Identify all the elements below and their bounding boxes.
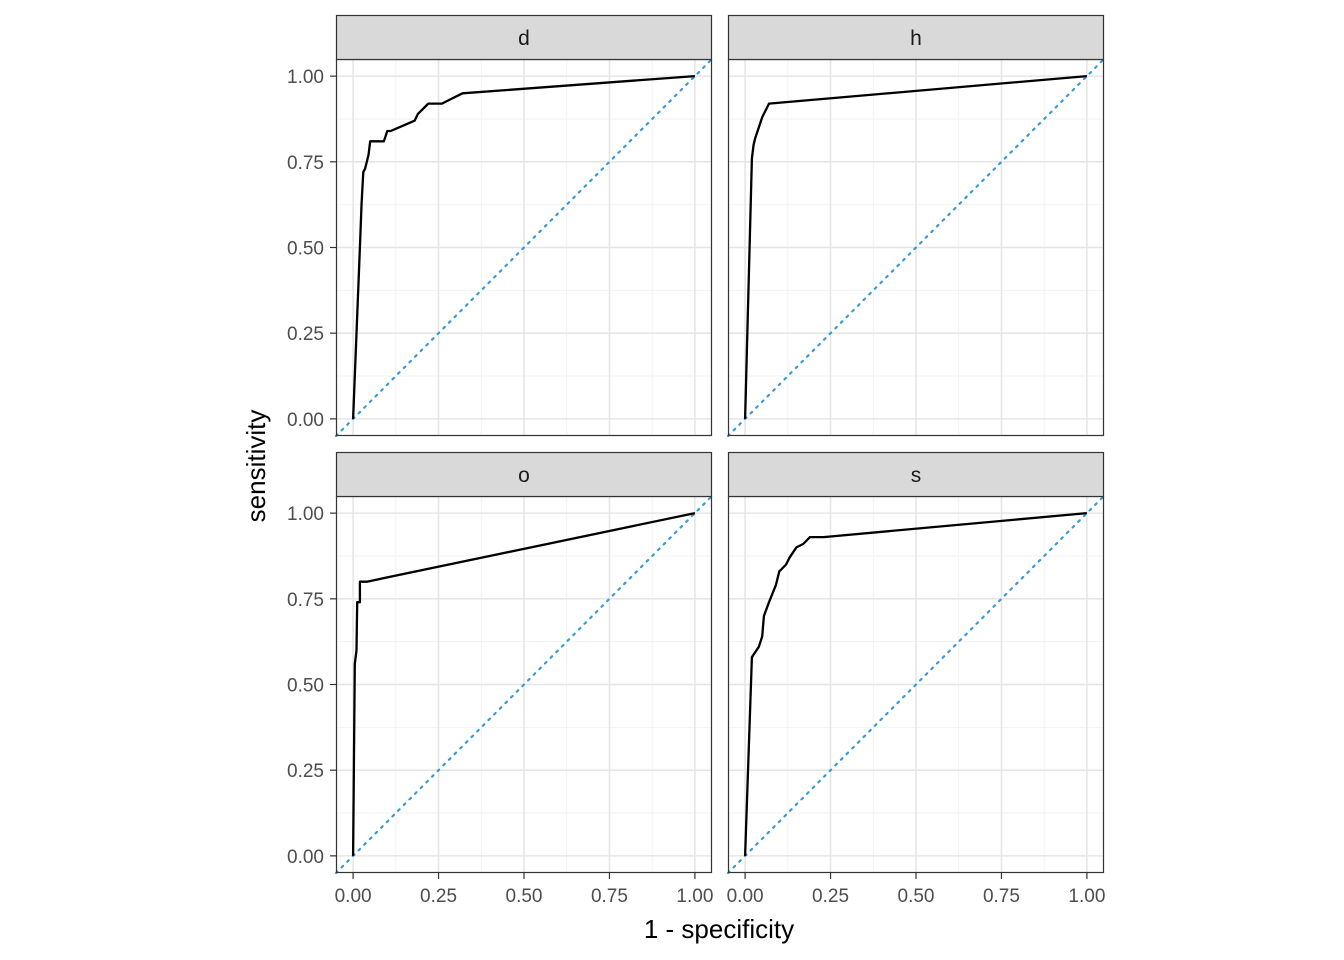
- facet-strip: [727, 14, 1105, 61]
- y-tick-label: 0.25: [287, 324, 324, 345]
- y-tick-label: 0.50: [287, 239, 324, 260]
- y-tick-label: 0.75: [287, 590, 324, 611]
- x-axis-ticks: 0.00 0.25 0.50 0.75 1.00 0.00 0.25 0.50 0.75 1.00: [335, 873, 1105, 907]
- x-tick-label: 0.00: [335, 886, 372, 907]
- x-tick-label: 0.00: [727, 886, 764, 907]
- y-tick-label: 0.00: [287, 847, 324, 868]
- facet-panel-s: s: [726, 451, 1106, 875]
- x-tick-label: 1.00: [1068, 886, 1105, 907]
- facet-strip-label: s: [911, 464, 922, 487]
- y-axis-title: sensitivity: [241, 410, 271, 523]
- y-tick-label: 0.25: [287, 761, 324, 782]
- x-tick-label: 0.25: [420, 886, 457, 907]
- facet-panel-d: d: [334, 14, 714, 438]
- facet-strip-label: o: [518, 464, 530, 487]
- y-tick-label: 0.00: [287, 410, 324, 431]
- x-tick-label: 0.50: [898, 886, 935, 907]
- x-tick-label: 0.25: [812, 886, 849, 907]
- facet-strip: [335, 451, 713, 498]
- reference-diagonal-line: [334, 57, 714, 438]
- x-tick-label: 0.50: [506, 886, 543, 907]
- roc-curve-s: [743, 511, 1088, 856]
- facet-strip: [335, 14, 713, 61]
- x-tick-label: 0.75: [983, 886, 1020, 907]
- facet-panel-h: h: [726, 14, 1106, 438]
- y-tick-label: 0.50: [287, 676, 324, 697]
- roc-curve-d: [351, 74, 695, 419]
- y-tick-label: 0.75: [287, 153, 324, 174]
- roc-curve-h: [743, 74, 1087, 419]
- x-axis-title: 1 - specificity: [644, 914, 794, 944]
- facet-strip: [727, 451, 1105, 498]
- x-tick-label: 1.00: [676, 886, 713, 907]
- facet-strip-label: d: [518, 27, 530, 50]
- reference-diagonal-line: [334, 494, 714, 875]
- y-axis-ticks: 0.00 0.25 0.50 0.75 1.00 0.00 0.25 0.50 0.75 1.00: [287, 67, 336, 868]
- facet-panel-o: o: [334, 451, 714, 875]
- facet-strip-label: h: [910, 27, 922, 50]
- reference-diagonal-line: [726, 57, 1106, 438]
- y-tick-label: 1.00: [287, 67, 324, 88]
- reference-diagonal-line: [726, 494, 1106, 875]
- y-tick-label: 1.00: [287, 504, 324, 525]
- panels-layer: d h o s: [334, 14, 1106, 875]
- roc-curve-o: [351, 511, 696, 856]
- x-tick-label: 0.75: [591, 886, 628, 907]
